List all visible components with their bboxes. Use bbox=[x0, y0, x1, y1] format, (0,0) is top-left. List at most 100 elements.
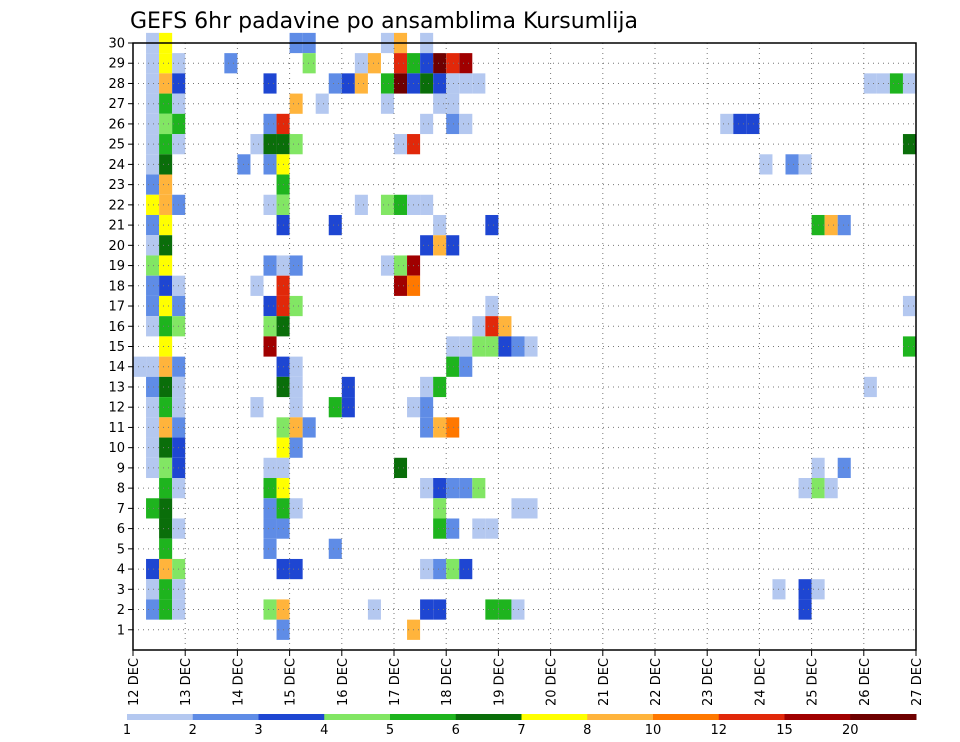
heatmap-cell bbox=[446, 113, 460, 135]
heatmap-cell bbox=[733, 113, 747, 135]
heatmap-cell bbox=[289, 376, 303, 398]
heatmap-cell bbox=[263, 538, 277, 559]
heatmap-cell bbox=[498, 336, 512, 357]
heatmap-cell bbox=[159, 113, 173, 135]
heatmap-cell bbox=[433, 498, 447, 519]
heatmap-cell bbox=[354, 73, 368, 94]
heatmap-cell bbox=[146, 214, 160, 236]
y-tick-labels: 1234567891011121314151617181920212223242… bbox=[108, 37, 133, 638]
heatmap-cell bbox=[146, 255, 160, 276]
heatmap-cell bbox=[446, 93, 460, 114]
heatmap-cell bbox=[263, 518, 277, 539]
colorbar-swatch bbox=[192, 714, 259, 720]
x-tick-label: 14 DEC bbox=[231, 658, 246, 706]
heatmap-cell bbox=[420, 376, 434, 398]
heatmap-cell bbox=[511, 336, 525, 357]
heatmap-cell bbox=[824, 214, 838, 236]
heatmap-cell bbox=[459, 558, 473, 580]
heatmap-cell bbox=[420, 397, 434, 418]
colorbar-swatch bbox=[455, 714, 522, 720]
heatmap-cell bbox=[159, 214, 173, 236]
heatmap-cell bbox=[159, 397, 173, 418]
y-tick-label: 20 bbox=[108, 239, 125, 254]
heatmap-cell bbox=[263, 316, 277, 337]
y-tick-label: 23 bbox=[108, 178, 125, 193]
heatmap-cell bbox=[289, 295, 303, 317]
heatmap-cell bbox=[380, 255, 394, 276]
heatmap-cell bbox=[328, 73, 342, 94]
x-tick-label: 23 DEC bbox=[701, 658, 716, 706]
x-tick-label: 20 DEC bbox=[545, 658, 560, 706]
heatmap-cell bbox=[159, 538, 173, 559]
y-tick-label: 9 bbox=[117, 461, 125, 476]
heatmap-cell bbox=[263, 336, 277, 357]
x-tick-label: 16 DEC bbox=[336, 658, 351, 706]
colorbar-label: 7 bbox=[517, 723, 525, 738]
heatmap-cell bbox=[289, 437, 303, 458]
y-tick-label: 29 bbox=[108, 57, 125, 72]
heatmap-cell bbox=[263, 255, 277, 276]
heatmap-cell bbox=[902, 73, 916, 94]
heatmap-cell bbox=[146, 295, 160, 317]
heatmap-cell bbox=[433, 417, 447, 438]
heatmap-cell bbox=[159, 53, 173, 74]
y-tick-label: 27 bbox=[108, 97, 125, 112]
heatmap-cell bbox=[263, 599, 277, 620]
heatmap-cell bbox=[159, 316, 173, 337]
heatmap-cell bbox=[328, 214, 342, 236]
heatmap-cell bbox=[159, 457, 173, 479]
heatmap-cell bbox=[224, 53, 238, 74]
heatmap-cell bbox=[720, 113, 734, 135]
heatmap-cell bbox=[824, 478, 838, 499]
heatmap-cell bbox=[433, 518, 447, 539]
heatmap-cell bbox=[146, 558, 160, 580]
colorbar-label: 15 bbox=[776, 723, 793, 738]
heatmap-cell bbox=[146, 93, 160, 114]
heatmap-cell bbox=[863, 73, 877, 94]
heatmap-cell bbox=[159, 194, 173, 215]
heatmap-cell bbox=[289, 498, 303, 519]
heatmap-cell bbox=[511, 498, 525, 519]
heatmap-cell bbox=[420, 73, 434, 94]
y-tick-label: 28 bbox=[108, 77, 125, 92]
heatmap-cell bbox=[159, 235, 173, 256]
heatmap-cell bbox=[159, 93, 173, 114]
heatmap-cell bbox=[394, 134, 408, 155]
colorbar-label: 1 bbox=[123, 723, 131, 738]
heatmap-cell bbox=[146, 397, 160, 418]
heatmap-cell bbox=[446, 53, 460, 74]
heatmap-cell bbox=[459, 73, 473, 94]
heatmap-cell bbox=[433, 73, 447, 94]
heatmap-cell bbox=[146, 316, 160, 337]
colorbar-swatch bbox=[390, 714, 457, 720]
y-tick-label: 11 bbox=[108, 421, 125, 436]
heatmap-cell bbox=[146, 194, 160, 215]
y-tick-label: 15 bbox=[108, 340, 125, 355]
heatmap-cell bbox=[250, 134, 264, 155]
heatmap-cell bbox=[446, 235, 460, 256]
heatmap-cell bbox=[263, 478, 277, 499]
heatmap-cell bbox=[459, 113, 473, 135]
heatmap-cell bbox=[798, 154, 812, 175]
heatmap-cell bbox=[146, 235, 160, 256]
heatmap-cell bbox=[420, 478, 434, 499]
y-tick-label: 5 bbox=[117, 542, 125, 557]
x-tick-label: 24 DEC bbox=[753, 658, 768, 706]
heatmap-cell bbox=[146, 134, 160, 155]
heatmap-cell bbox=[302, 417, 316, 438]
heatmap-cell bbox=[250, 397, 264, 418]
heatmap-cell bbox=[446, 518, 460, 539]
heatmap-cell bbox=[159, 558, 173, 580]
heatmap-cell bbox=[263, 295, 277, 317]
heatmap-cell bbox=[746, 113, 760, 135]
chart-title: GEFS 6hr padavine po ansamblima Kursumli… bbox=[130, 9, 638, 34]
heatmap-cell bbox=[250, 275, 264, 296]
heatmap-cell bbox=[485, 336, 499, 357]
colorbar-label: 20 bbox=[842, 723, 859, 738]
heatmap-cell bbox=[159, 417, 173, 438]
heatmap-cell bbox=[354, 194, 368, 215]
heatmap-cell bbox=[159, 174, 173, 195]
colorbar-label: 8 bbox=[583, 723, 591, 738]
y-tick-label: 17 bbox=[108, 300, 125, 315]
